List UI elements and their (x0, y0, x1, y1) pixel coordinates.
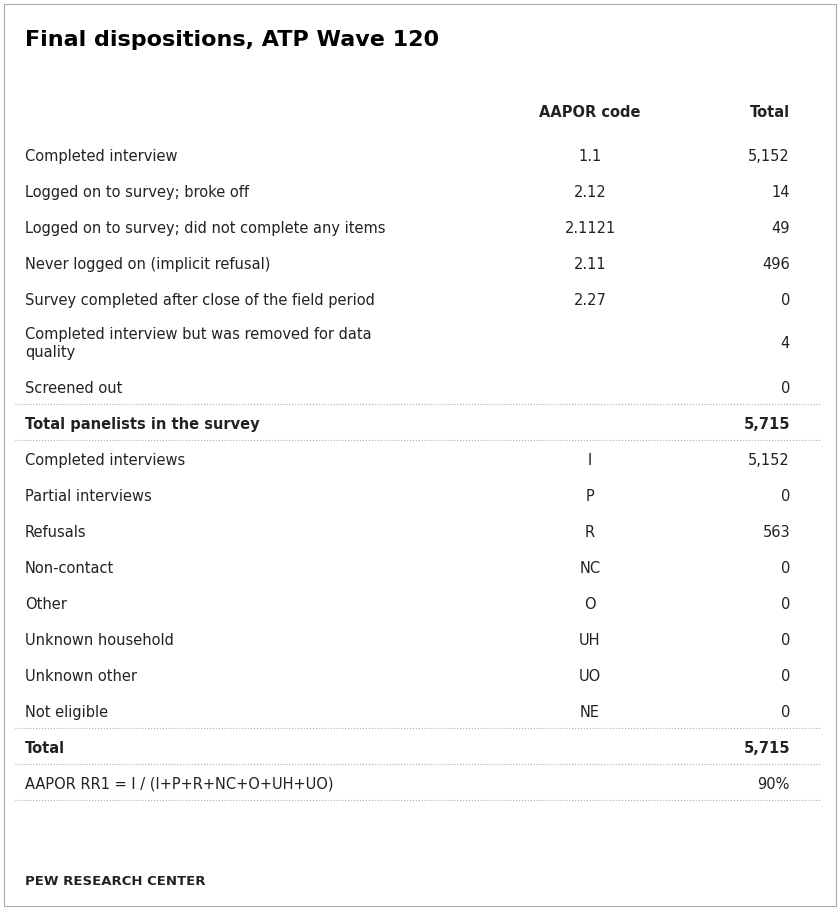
Text: 2.27: 2.27 (574, 293, 606, 308)
Text: Unknown other: Unknown other (25, 669, 137, 683)
Text: AAPOR RR1 = I / (I+P+R+NC+O+UH+UO): AAPOR RR1 = I / (I+P+R+NC+O+UH+UO) (25, 777, 333, 792)
Text: 49: 49 (771, 221, 790, 236)
Text: P: P (585, 489, 595, 504)
Text: Completed interview but was removed for data
quality: Completed interview but was removed for … (25, 328, 371, 359)
Text: 2.12: 2.12 (574, 185, 606, 199)
Text: O: O (584, 597, 596, 612)
Text: 90%: 90% (758, 777, 790, 792)
Text: 2.1121: 2.1121 (564, 221, 616, 236)
Text: AAPOR code: AAPOR code (539, 105, 641, 120)
Text: Non-contact: Non-contact (25, 561, 114, 576)
Text: Total panelists in the survey: Total panelists in the survey (25, 417, 260, 431)
Text: 496: 496 (762, 257, 790, 272)
Text: 5,152: 5,152 (748, 452, 790, 468)
Text: UO: UO (579, 669, 601, 683)
Text: Logged on to survey; did not complete any items: Logged on to survey; did not complete an… (25, 221, 386, 236)
Text: 5,715: 5,715 (743, 417, 790, 431)
Text: PEW RESEARCH CENTER: PEW RESEARCH CENTER (25, 875, 206, 888)
Text: Partial interviews: Partial interviews (25, 489, 152, 504)
Text: 2.11: 2.11 (574, 257, 606, 272)
Text: 0: 0 (780, 669, 790, 683)
Text: 0: 0 (780, 704, 790, 720)
Text: 563: 563 (763, 525, 790, 540)
Text: Not eligible: Not eligible (25, 704, 108, 720)
Text: 0: 0 (780, 380, 790, 396)
Text: 0: 0 (780, 489, 790, 504)
Text: 14: 14 (771, 185, 790, 199)
Text: R: R (585, 525, 595, 540)
Text: Screened out: Screened out (25, 380, 123, 396)
Text: 4: 4 (780, 336, 790, 351)
Text: Completed interviews: Completed interviews (25, 452, 186, 468)
Text: Survey completed after close of the field period: Survey completed after close of the fiel… (25, 293, 375, 308)
Text: 5,152: 5,152 (748, 148, 790, 164)
Text: Logged on to survey; broke off: Logged on to survey; broke off (25, 185, 249, 199)
Text: Never logged on (implicit refusal): Never logged on (implicit refusal) (25, 257, 270, 272)
Text: NE: NE (580, 704, 600, 720)
Text: 0: 0 (780, 293, 790, 308)
Text: Completed interview: Completed interview (25, 148, 177, 164)
Text: I: I (588, 452, 592, 468)
Text: Unknown household: Unknown household (25, 632, 174, 648)
Text: Other: Other (25, 597, 67, 612)
Text: 1.1: 1.1 (579, 148, 601, 164)
Text: Refusals: Refusals (25, 525, 87, 540)
Text: 0: 0 (780, 597, 790, 612)
Text: Total: Total (750, 105, 790, 120)
Text: 0: 0 (780, 561, 790, 576)
Text: Total: Total (25, 741, 66, 755)
Text: 5,715: 5,715 (743, 741, 790, 755)
Text: NC: NC (580, 561, 601, 576)
Text: 0: 0 (780, 632, 790, 648)
Text: UH: UH (580, 632, 601, 648)
Text: Final dispositions, ATP Wave 120: Final dispositions, ATP Wave 120 (25, 30, 439, 50)
